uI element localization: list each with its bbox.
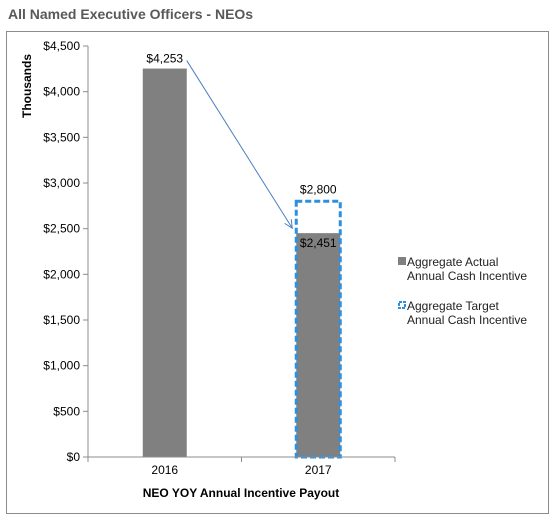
y-tick-label: $1,000 — [43, 359, 80, 373]
legend-swatch-target — [398, 301, 406, 309]
bar-actual — [142, 68, 187, 458]
x-tick-label: 2017 — [305, 463, 332, 477]
bar-target — [294, 199, 342, 459]
y-axis-title: Thousands — [20, 54, 34, 118]
y-tick-label: $2,000 — [43, 267, 80, 281]
y-tick-label: $0 — [67, 450, 81, 464]
x-axis-title: NEO YOY Annual Incentive Payout — [143, 486, 340, 500]
arrow-annotation — [186, 60, 293, 229]
y-tick-label: $3,000 — [43, 176, 80, 190]
y-axis: $0 $500 $1,000 $1,500 $2,000 $2,500 $3,000 $3,5… — [43, 39, 89, 464]
page-title: All Named Executive Officers - NEOs — [8, 6, 254, 22]
arrow-head — [284, 219, 293, 230]
y-tick-label: $2,500 — [43, 222, 80, 236]
data-label-actual: $2,451 — [300, 236, 337, 250]
x-axis: 2016 2017 — [87, 456, 396, 477]
legend-label-line: Annual Cash Incentive — [407, 269, 527, 283]
legend-label-line: Annual Cash Incentive — [407, 313, 527, 327]
legend-swatch-actual — [398, 257, 406, 265]
y-tick-label: $3,500 — [43, 130, 80, 144]
legend-label-line: Aggregate Actual — [407, 255, 498, 269]
data-label-target: $2,800 — [300, 182, 337, 196]
bar-actual — [296, 233, 341, 457]
chart-frame — [6, 31, 549, 514]
y-tick-label: $500 — [53, 404, 80, 418]
legend: Aggregate Actual Annual Cash IncentiveAgg… — [398, 255, 527, 327]
legend-label-line: Aggregate Target — [407, 299, 500, 313]
x-tick-label: 2016 — [151, 463, 178, 477]
legend-label: Aggregate Target Annual Cash Incentive — [407, 299, 527, 327]
y-tick-label: $4,500 — [43, 39, 80, 53]
data-label-actual: $4,253 — [146, 52, 183, 66]
legend-label: Aggregate Actual Annual Cash Incentive — [407, 255, 527, 283]
y-tick-label: $4,000 — [43, 85, 80, 99]
bars: $4,253 $2,451 $2,800 — [142, 52, 342, 459]
y-tick-label: $1,500 — [43, 313, 80, 327]
